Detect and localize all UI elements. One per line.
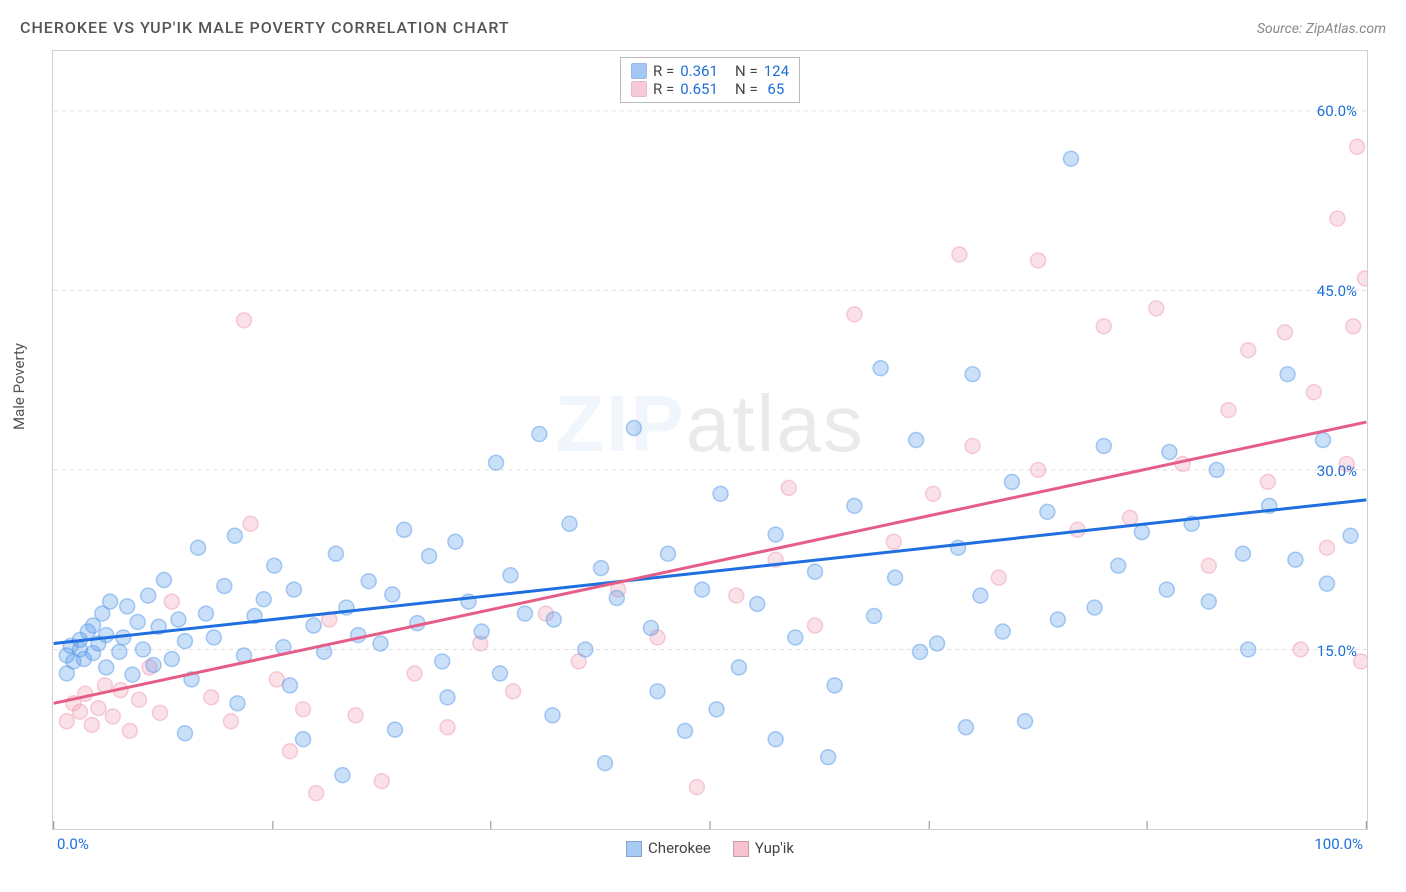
source-credit: Source: ZipAtlas.com [1257,21,1386,37]
stats-row-cherokee: R = 0.361 N = 124 [631,62,789,80]
y-tick-label: 60.0% [1317,102,1357,120]
scatter-chart-svg [53,51,1367,829]
y-tick-label: 15.0% [1317,642,1357,660]
legend-label: Yup'ik [755,839,794,857]
stats-n-value: 124 [764,62,789,80]
stats-r-label: R = [653,62,674,80]
stats-n-label: N = [724,80,758,98]
legend-item: Yup'ik [733,839,794,857]
chart-title: CHEROKEE VS YUP'IK MALE POVERTY CORRELAT… [20,18,510,37]
stats-r-value: 0.651 [680,80,718,98]
stats-r-value: 0.361 [680,62,718,80]
legend-swatch-icon [733,841,749,857]
x-tick-label: 100.0% [1314,835,1363,853]
header-row: CHEROKEE VS YUP'IK MALE POVERTY CORRELAT… [0,0,1406,45]
legend-swatch-icon [626,841,642,857]
series-legend: Cherokee Yup'ik [626,839,794,857]
correlation-stats-box: R = 0.361 N = 124 R = 0.651 N = 65 [620,57,800,103]
stats-swatch-icon [631,63,647,79]
stats-swatch-icon [631,81,647,97]
x-tick-label: 0.0% [57,835,89,853]
legend-label: Cherokee [648,839,711,857]
y-tick-label: 45.0% [1317,282,1357,300]
stats-n-label: N = [724,62,758,80]
stats-row-yupik: R = 0.651 N = 65 [631,80,789,98]
stats-r-label: R = [653,80,674,98]
legend-item: Cherokee [626,839,711,857]
y-axis-label: Male Poverty [10,343,28,430]
stats-n-value: 65 [764,80,785,98]
plot-area: ZIPatlas R =0.361 N =124R =0.651 N = 65 … [52,50,1368,830]
y-tick-label: 30.0% [1317,462,1357,480]
